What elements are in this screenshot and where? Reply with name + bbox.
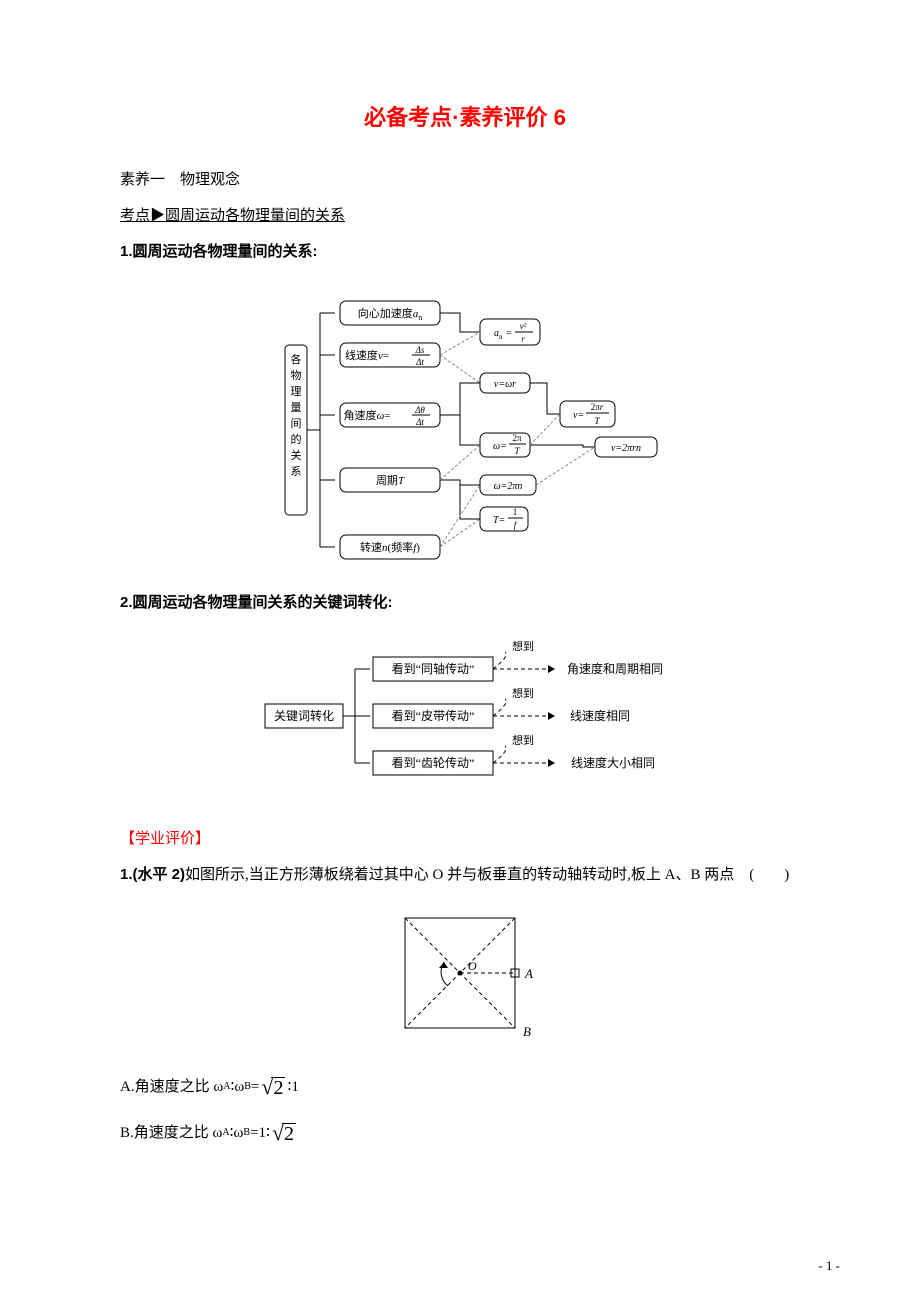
page-title: 必备考点·素养评价 6 — [120, 100, 810, 132]
svg-text:想到: 想到 — [512, 639, 534, 653]
svg-text:向心加速度an: 向心加速度an — [358, 306, 423, 322]
optB-sub-a: A — [222, 1125, 229, 1141]
section-heading: 素养一 物理观念 — [120, 162, 810, 198]
svg-text:B: B — [523, 1024, 531, 1039]
topic-label: 考点▶圆周运动各物理量间的关系 — [120, 198, 810, 234]
svg-text:r: r — [521, 334, 525, 344]
svg-text:2π: 2π — [512, 433, 522, 443]
option-a: A.角速度之比 ωA∶ωB=√2∶1 — [120, 1075, 810, 1099]
svg-text:n: n — [499, 333, 503, 341]
optA-sub-a: A — [223, 1079, 230, 1095]
q1-text: 如图所示,当正方形薄板绕着过其中心 O 并与板垂直的转动轴转动时,板上 A、B … — [185, 867, 789, 883]
svg-text:2πr: 2πr — [591, 402, 604, 412]
svg-text:线速度v=: 线速度v= — [345, 348, 389, 362]
svg-text:O: O — [468, 959, 477, 973]
svg-text:量: 量 — [291, 401, 302, 414]
svg-text:关: 关 — [291, 448, 302, 462]
optA-eq: = — [251, 1075, 259, 1099]
svg-text:ω=: ω= — [493, 441, 507, 452]
svg-text:1: 1 — [513, 507, 518, 517]
svg-text:ω=2πn: ω=2πn — [494, 481, 523, 492]
diagram-1: 各 物 理 量 间 的 关 系 向心加速度an 线速度v= Δs Δt 角速度ω… — [120, 285, 810, 570]
page-number: - 1 - — [818, 1258, 840, 1274]
svg-text:各: 各 — [291, 352, 302, 366]
svg-text:看到“同轴传动”: 看到“同轴传动” — [392, 661, 475, 676]
svg-text:的: 的 — [291, 432, 302, 446]
optB-eq: =1∶ — [250, 1121, 270, 1145]
svg-text:=: = — [506, 328, 512, 339]
optB-prefix: B.角速度之比 ω — [120, 1121, 222, 1145]
svg-text:转速n(频率f): 转速n(频率f) — [360, 540, 420, 554]
q1-number: 1. — [120, 866, 133, 883]
optA-prefix: A.角速度之比 ω — [120, 1075, 223, 1099]
svg-text:角速度ω=: 角速度ω= — [344, 408, 391, 422]
sqrt-icon: √2 — [272, 1122, 296, 1144]
svg-text:看到“齿轮传动”: 看到“齿轮传动” — [392, 755, 475, 770]
svg-text:周期T: 周期T — [376, 474, 405, 487]
optA-mid: ∶ω — [230, 1075, 244, 1099]
svg-text:线速度大小相同: 线速度大小相同 — [571, 755, 655, 770]
svg-text:T=: T= — [493, 515, 505, 526]
svg-text:想到: 想到 — [512, 733, 534, 747]
option-b: B.角速度之比 ωA∶ωB=1∶√2 — [120, 1121, 810, 1145]
svg-text:看到“皮带传动”: 看到“皮带传动” — [392, 708, 475, 723]
question-1: 1.(水平 2)如图所示,当正方形薄板绕着过其中心 O 并与板垂直的转动轴转动时… — [120, 857, 810, 893]
svg-text:A: A — [524, 966, 533, 981]
q1-level: (水平 2) — [133, 866, 186, 883]
optA-sub-b: B — [244, 1079, 251, 1095]
svg-text:理: 理 — [291, 385, 302, 398]
svg-text:f: f — [514, 520, 518, 530]
svg-text:线速度相同: 线速度相同 — [570, 708, 630, 723]
svg-text:T: T — [514, 446, 520, 456]
optB-sub-b: B — [243, 1125, 250, 1141]
svg-text:Δθ: Δθ — [414, 405, 425, 415]
eval-header: 【学业评价】 — [120, 821, 810, 857]
optA-tail: ∶1 — [287, 1075, 298, 1099]
svg-text:系: 系 — [291, 465, 302, 478]
heading-1: 1.圆周运动各物理量间的关系: — [120, 234, 810, 270]
svg-text:v=: v= — [573, 410, 584, 421]
svg-text:物: 物 — [291, 368, 302, 382]
figure-q1: O A B — [120, 908, 810, 1053]
svg-text:v=2πrn: v=2πrn — [611, 443, 641, 454]
svg-text:Δt: Δt — [415, 417, 424, 427]
svg-text:想到: 想到 — [512, 686, 534, 700]
svg-text:间: 间 — [291, 417, 302, 430]
optB-mid: ∶ω — [230, 1121, 244, 1145]
heading-2: 2.圆周运动各物理量间关系的关键词转化: — [120, 585, 810, 621]
svg-text:角速度和周期相同: 角速度和周期相同 — [567, 661, 663, 676]
sqrt-icon: √2 — [261, 1076, 285, 1098]
svg-text:T: T — [594, 416, 600, 426]
diagram-2: 关键词转化 看到“同轴传动” 看到“皮带传动” 看到“齿轮传动” 想到 角速度和… — [120, 636, 810, 806]
svg-text:Δt: Δt — [415, 357, 424, 367]
svg-text:Δs: Δs — [415, 345, 425, 355]
svg-text:v²: v² — [520, 321, 527, 331]
svg-text:关键词转化: 关键词转化 — [274, 708, 334, 723]
svg-text:v=ωr: v=ωr — [494, 379, 516, 390]
